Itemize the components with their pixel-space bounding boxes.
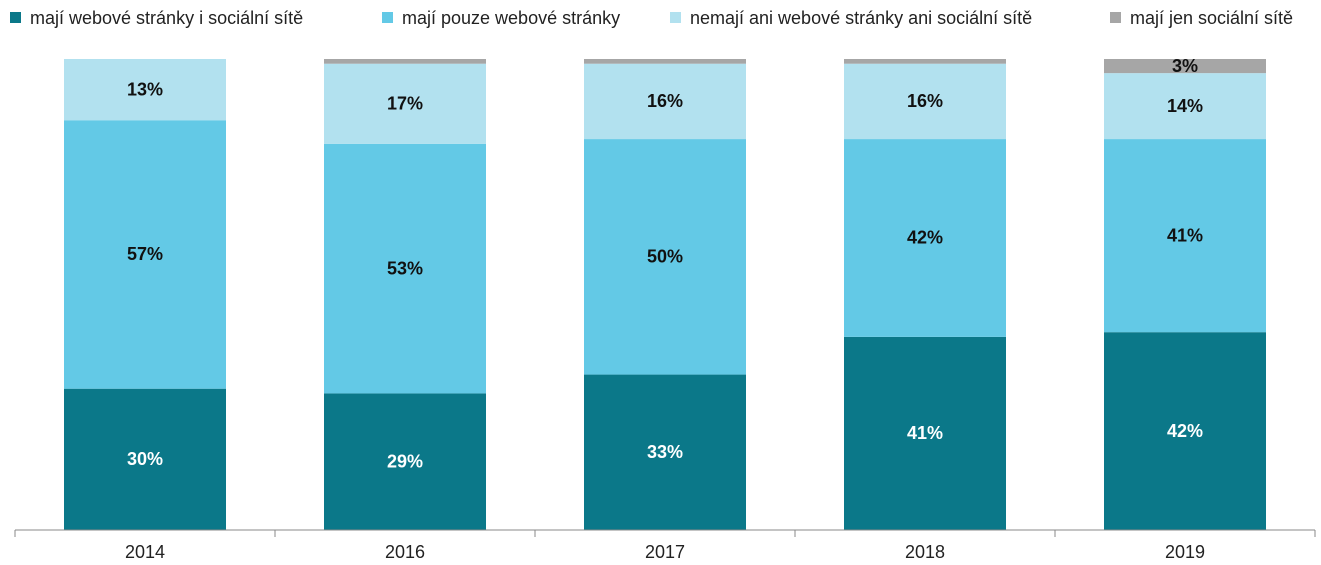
data-label: 57%	[127, 244, 163, 264]
data-label: 14%	[1167, 96, 1203, 116]
bar-segment	[584, 63, 746, 140]
legend-label: mají jen sociální sítě	[1130, 8, 1293, 28]
bar-segment	[324, 143, 486, 394]
bar-segment	[64, 120, 226, 389]
legend-label: nemají ani webové stránky ani sociální s…	[690, 8, 1032, 28]
data-label: 42%	[907, 228, 943, 248]
legend-swatch	[1110, 12, 1121, 23]
legend-swatch	[382, 12, 393, 23]
bar-segment	[1104, 59, 1266, 74]
legend-swatch	[10, 12, 21, 23]
data-label: 33%	[647, 442, 683, 462]
bar-segment	[844, 139, 1006, 337]
bar-segment	[1104, 73, 1266, 140]
x-tick-label: 2014	[125, 542, 165, 562]
data-label: 13%	[127, 79, 163, 99]
data-label: 17%	[387, 93, 423, 113]
bar-segment	[64, 59, 226, 121]
data-label: 30%	[127, 449, 163, 469]
bar-segment	[324, 59, 486, 64]
data-label: 16%	[907, 91, 943, 111]
bar-segment	[584, 139, 746, 375]
data-label: 16%	[647, 91, 683, 111]
bar-segment	[324, 393, 486, 530]
bar-segment	[1104, 139, 1266, 333]
bar-segment	[844, 336, 1006, 530]
legend-swatch	[670, 12, 681, 23]
data-label: 50%	[647, 247, 683, 267]
bar-segment	[844, 59, 1006, 64]
x-tick-label: 2018	[905, 542, 945, 562]
x-tick-label: 2016	[385, 542, 425, 562]
bar-segment	[64, 388, 226, 530]
bar-segment	[844, 63, 1006, 140]
data-label: 41%	[907, 423, 943, 443]
bar-segment	[584, 374, 746, 530]
x-tick-label: 2017	[645, 542, 685, 562]
data-label: 53%	[387, 258, 423, 278]
bar-segment	[324, 63, 486, 144]
bar-segment	[584, 59, 746, 64]
data-label: 3%	[1172, 56, 1198, 76]
data-label: 42%	[1167, 421, 1203, 441]
legend-label: mají pouze webové stránky	[402, 8, 620, 28]
data-label: 41%	[1167, 225, 1203, 245]
bar-segment	[1104, 332, 1266, 530]
legend-label: mají webové stránky i sociální sítě	[30, 8, 303, 28]
x-tick-label: 2019	[1165, 542, 1205, 562]
data-label: 29%	[387, 451, 423, 471]
